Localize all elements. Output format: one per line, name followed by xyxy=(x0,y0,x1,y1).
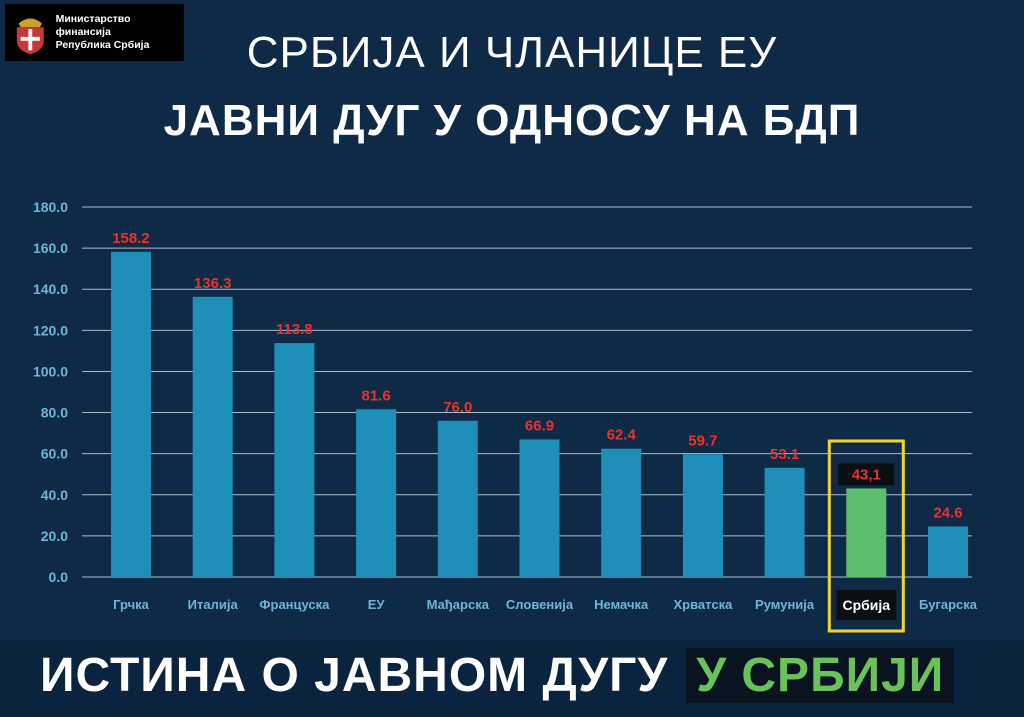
bar xyxy=(356,409,397,577)
data-label: 59.7 xyxy=(688,432,717,449)
bar xyxy=(519,439,560,577)
x-tick-label: Румунија xyxy=(755,597,815,612)
data-label: 81.6 xyxy=(361,387,390,404)
data-label: 113.8 xyxy=(276,321,313,338)
footer-text: ИСТИНА О ЈАВНОМ ДУГУ xyxy=(40,648,669,702)
x-tick-label: Француска xyxy=(259,597,330,612)
bar xyxy=(928,526,968,577)
chart-title: ЈАВНИ ДУГ У ОДНОСУ НА БДП xyxy=(163,96,861,145)
data-label: 66.9 xyxy=(525,417,554,434)
data-label: 158.2 xyxy=(112,230,150,247)
y-tick-label: 120.0 xyxy=(33,322,68,338)
y-tick-label: 80.0 xyxy=(41,405,68,421)
x-tick-label: ЕУ xyxy=(368,597,386,612)
x-tick-label: Италија xyxy=(188,597,239,612)
data-label: 136.3 xyxy=(194,275,232,292)
y-tick-label: 180.0 xyxy=(33,199,68,215)
x-tick-label: Немачка xyxy=(594,597,649,612)
republic-name: Република Србија xyxy=(55,39,150,51)
value-label-bg xyxy=(838,463,895,486)
y-tick-label: 20.0 xyxy=(41,528,68,544)
bar xyxy=(274,343,315,577)
x-tick-label: Србија xyxy=(843,597,891,613)
bar xyxy=(437,420,478,577)
data-label: 62.4 xyxy=(607,427,637,444)
data-label: 24.6 xyxy=(933,504,962,521)
data-label: 76.0 xyxy=(443,399,472,416)
bar xyxy=(601,448,642,577)
ministry-name: Министарство финансија xyxy=(55,13,131,38)
y-tick-label: 60.0 xyxy=(41,446,68,462)
bar xyxy=(111,251,151,578)
bar xyxy=(846,488,887,577)
footer-highlight: У СРБИЈИ xyxy=(686,647,955,703)
y-tick-label: 0.0 xyxy=(49,569,69,585)
data-label: 53.1 xyxy=(770,446,799,463)
x-tick-label: Бугарска xyxy=(919,597,978,612)
category-label-bg xyxy=(836,590,897,620)
coat-of-arms-icon xyxy=(16,18,44,54)
x-tick-label: Хрватска xyxy=(673,597,733,612)
bar-chart: 0.0 20.0 40.0 60.0 80.0 100.0 120.0 140.0 160.0 1… xyxy=(33,199,978,633)
y-tick-label: 140.0 xyxy=(33,281,68,297)
y-tick-label: 100.0 xyxy=(33,363,68,379)
bar xyxy=(682,454,723,577)
data-label: 43,1 xyxy=(852,466,881,483)
y-tick-label: 160.0 xyxy=(33,240,68,256)
y-tick-label: 40.0 xyxy=(41,487,68,503)
x-tick-label: Мађарска xyxy=(427,597,490,612)
bar xyxy=(764,467,805,577)
footer-slogan: ИСТИНА О ЈАВНОМ ДУГУ У СРБИЈИ xyxy=(40,645,990,705)
x-tick-label: Словенија xyxy=(506,597,574,612)
x-tick-label: Грчка xyxy=(113,597,150,612)
highlight-frame xyxy=(827,439,905,633)
page-title: СРБИЈА И ЧЛАНИЦЕ ЕУ xyxy=(246,28,778,77)
ministry-logo: Министарство финансија Република Србија xyxy=(5,4,184,61)
bar xyxy=(192,296,233,577)
